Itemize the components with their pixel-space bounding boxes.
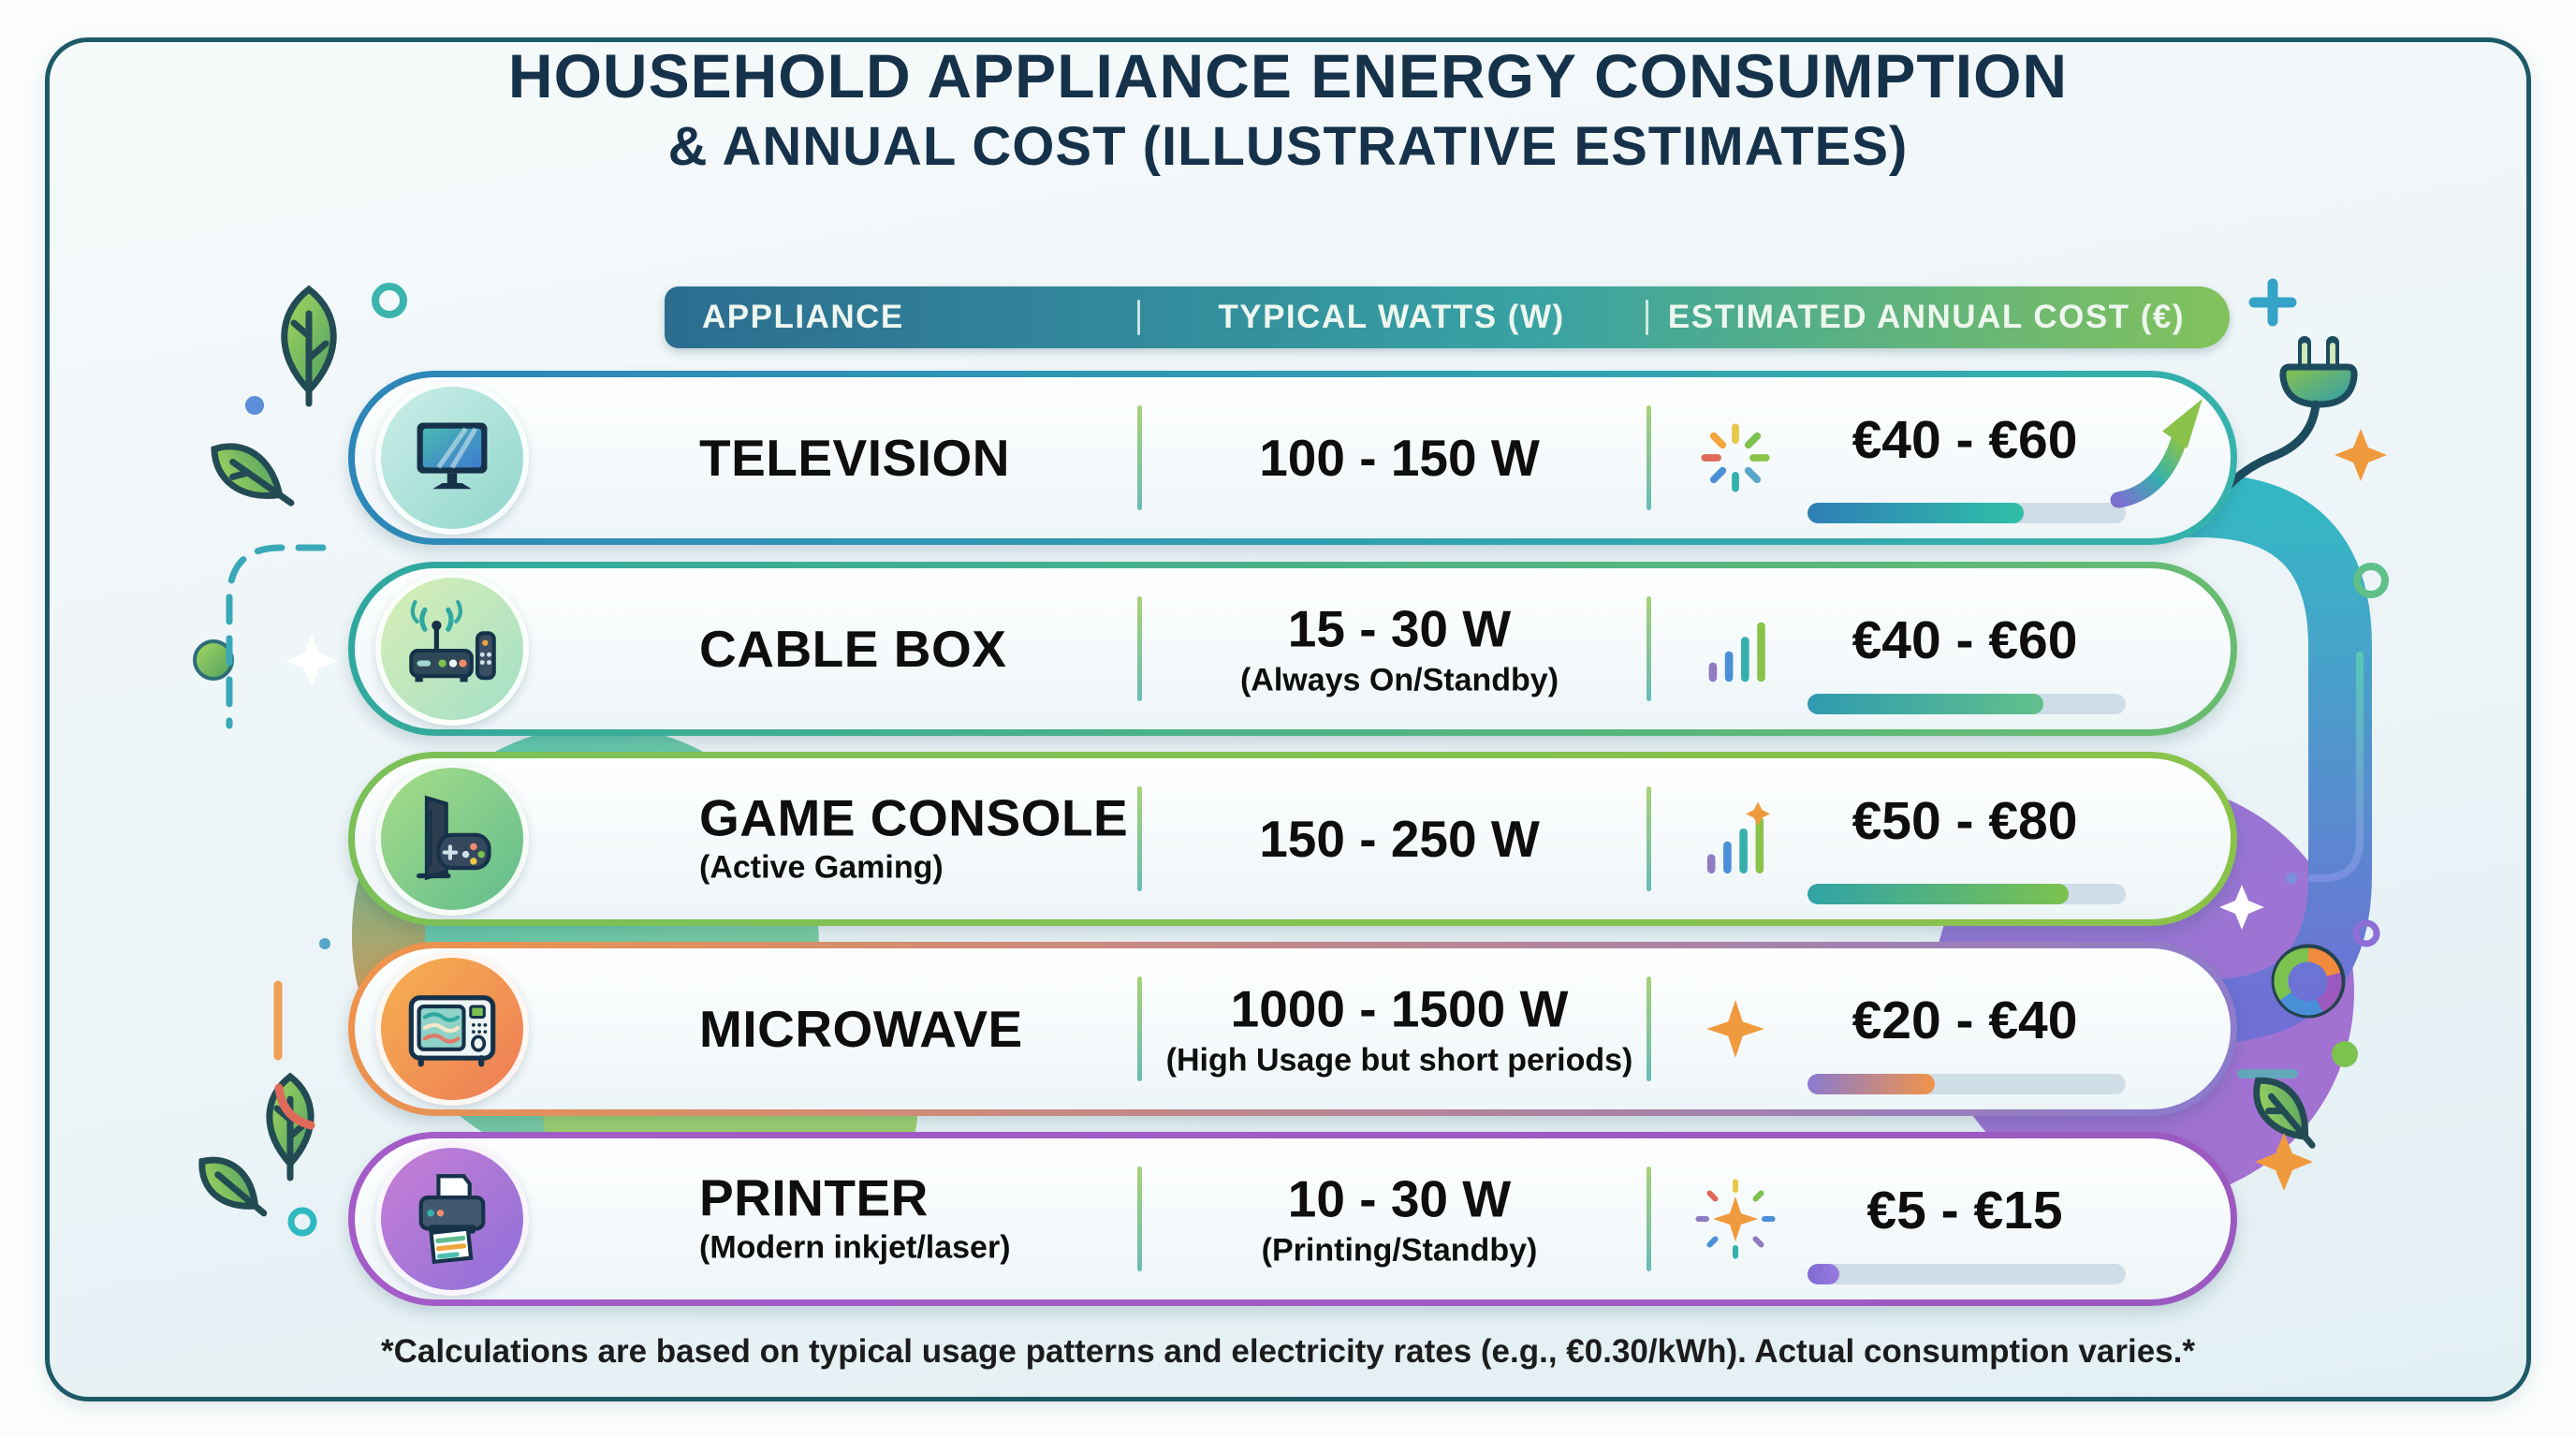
table-row-cable-box: CABLE BOX 15 - 30 W (Always On/Standby) …: [348, 562, 2237, 736]
column-divider: [1647, 1167, 1651, 1271]
column-divider: [1137, 786, 1142, 891]
row-body: MICROWAVE 1000 - 1500 W (High Usage but …: [355, 948, 2231, 1109]
watts-note: (High Usage but short periods): [1165, 1042, 1633, 1078]
cost-bar-fill: [1808, 884, 2069, 904]
cost-bar-fill: [1808, 1264, 1839, 1284]
table-row-television: TELEVISION 100 - 150 W €40 - €60: [348, 371, 2237, 545]
table-row-microwave: MICROWAVE 1000 - 1500 W (High Usage but …: [348, 942, 2237, 1116]
column-divider: [1137, 405, 1142, 510]
cable-box-icon: [375, 572, 529, 726]
cost-bar-fill: [1808, 1074, 1935, 1094]
watts-value: 10 - 30 W: [1287, 1169, 1512, 1228]
cost-value: €40 - €60: [1852, 410, 2078, 470]
microwave-icon: [375, 952, 529, 1106]
column-divider: [1647, 405, 1651, 510]
header-watts: TYPICAL WATTS (W): [1218, 299, 1565, 335]
rising-bars-icon: [1708, 622, 1765, 682]
column-divider: [1137, 976, 1142, 1081]
sparkle-burst-icon: [1695, 1179, 1776, 1259]
watts-value: 100 - 150 W: [1259, 429, 1540, 487]
appliance-name: GAME CONSOLE: [699, 788, 1129, 847]
table-row-printer: PRINTER (Modern inkjet/laser) 10 - 30 W …: [348, 1132, 2237, 1306]
television-icon: [375, 381, 529, 535]
row-body: GAME CONSOLE (Active Gaming) 150 - 250 W…: [355, 758, 2231, 919]
table-row-game-console: GAME CONSOLE (Active Gaming) 150 - 250 W…: [348, 752, 2237, 926]
cost-bar-fill: [1808, 503, 2025, 523]
row-body: PRINTER (Modern inkjet/laser) 10 - 30 W …: [355, 1138, 2231, 1299]
page-title: HOUSEHOLD APPLIANCE ENERGY CONSUMPTION &…: [0, 45, 2576, 174]
sparkle-icon: [1706, 1000, 1764, 1058]
header-divider: [1137, 300, 1140, 335]
trend-up-arrow-icon: [2110, 399, 2203, 508]
title-line-2: & ANNUAL COST (ILLUSTRATIVE ESTIMATES): [667, 116, 1909, 177]
cost-bar-track: [1808, 1264, 2126, 1284]
watts-value: 1000 - 1500 W: [1230, 979, 1569, 1038]
appliance-name: MICROWAVE: [699, 999, 1023, 1058]
printer-icon: [375, 1142, 529, 1296]
cost-value: €50 - €80: [1852, 791, 2078, 851]
watts-value: 15 - 30 W: [1287, 599, 1512, 658]
cost-value: €5 - €15: [1866, 1181, 2063, 1240]
column-divider: [1137, 1167, 1142, 1271]
header-appliance: APPLIANCE: [702, 299, 904, 335]
game-console-icon: [375, 762, 529, 916]
header-cost: ESTIMATED ANNUAL COST (€): [1667, 299, 2186, 335]
cost-bar-fill: [1808, 694, 2043, 714]
table-header: APPLIANCE TYPICAL WATTS (W) ESTIMATED AN…: [665, 286, 2230, 348]
footnote: *Calculations are based on typical usage…: [381, 1333, 2195, 1370]
color-burst-icon: [1701, 423, 1770, 492]
cost-bar-track: [1808, 884, 2126, 904]
rising-bars-sparkle-icon: [1706, 801, 1770, 873]
cost-bar-track: [1808, 1074, 2126, 1094]
watts-note: (Always On/Standby): [1239, 662, 1559, 698]
title-line-1: HOUSEHOLD APPLIANCE ENERGY CONSUMPTION: [507, 41, 2069, 110]
appliance-name: TELEVISION: [699, 428, 1010, 487]
column-divider: [1647, 976, 1651, 1081]
appliance-name: PRINTER: [699, 1168, 929, 1227]
appliance-note: (Active Gaming): [699, 849, 944, 886]
header-divider: [1646, 300, 1648, 335]
watts-value: 150 - 250 W: [1259, 810, 1540, 868]
row-body: CABLE BOX 15 - 30 W (Always On/Standby) …: [355, 568, 2231, 729]
cost-value: €40 - €60: [1852, 610, 2078, 670]
appliance-note: (Modern inkjet/laser): [699, 1229, 1011, 1266]
column-divider: [1647, 596, 1651, 701]
watts-note: (Printing/Standby): [1261, 1232, 1538, 1269]
row-body: TELEVISION 100 - 150 W €40 - €60: [355, 377, 2231, 538]
column-divider: [1137, 596, 1142, 701]
appliance-name: CABLE BOX: [699, 619, 1007, 678]
column-divider: [1647, 786, 1651, 891]
cost-value: €20 - €40: [1852, 990, 2078, 1050]
cost-bar-track: [1808, 694, 2126, 714]
cost-bar-track: [1808, 503, 2126, 523]
